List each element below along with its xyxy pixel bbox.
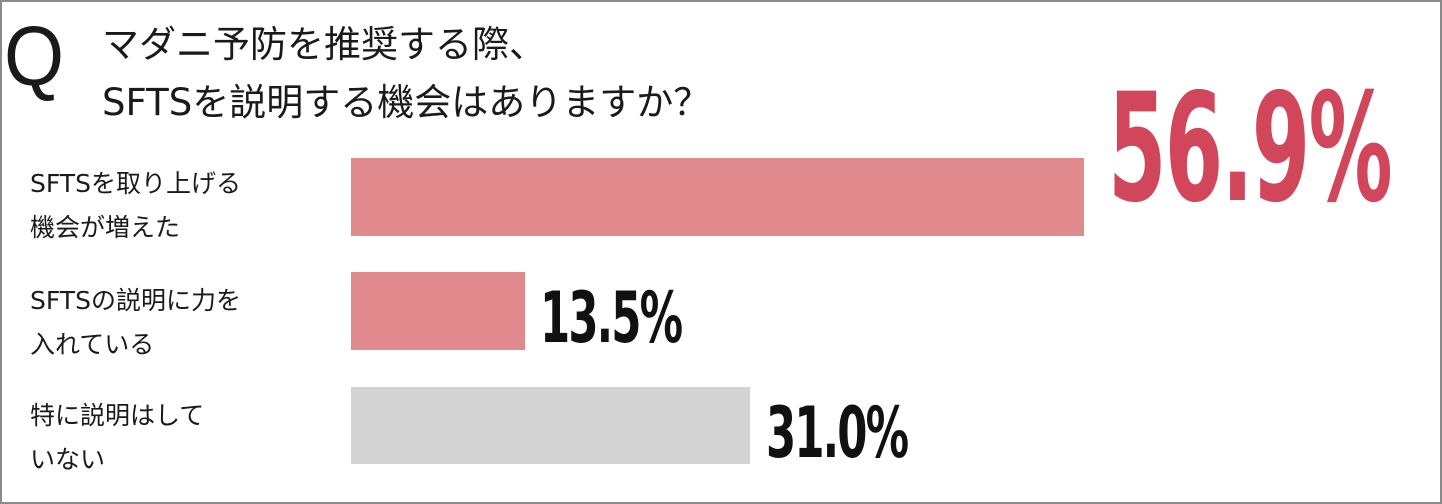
- answer-bar-2: [351, 272, 525, 350]
- answer-label-1-line-1: SFTSを取り上げる: [30, 169, 241, 198]
- answer-value-2: 13.5%: [540, 277, 683, 359]
- answer-label-2: SFTSの説明に力を 入れている: [30, 279, 241, 367]
- answer-bar-1: [351, 158, 1084, 236]
- answer-value-1: 56.9%: [1108, 62, 1393, 236]
- answer-label-2-line-1: SFTSの説明に力を: [30, 286, 241, 315]
- answer-label-2-line-2: 入れている: [30, 330, 155, 359]
- question-mark-label: Q: [4, 9, 65, 103]
- answer-label-3: 特に説明はして いない: [30, 394, 204, 482]
- question-line-2: SFTSを説明する機会はありますか？: [102, 81, 711, 124]
- question-line-1: マダニ予防を推奨する際、: [102, 23, 546, 66]
- answer-label-1-line-2: 機会が増えた: [30, 213, 181, 242]
- answer-bar-3: [351, 387, 750, 464]
- answer-label-3-line-1: 特に説明はして: [30, 401, 205, 430]
- answer-label-1: SFTSを取り上げる 機会が増えた: [30, 162, 241, 250]
- question-text: マダニ予防を推奨する際、 SFTSを説明する機会はありますか？: [102, 16, 710, 132]
- answer-label-3-line-2: いない: [30, 445, 106, 474]
- answer-value-3: 31.0%: [766, 392, 909, 474]
